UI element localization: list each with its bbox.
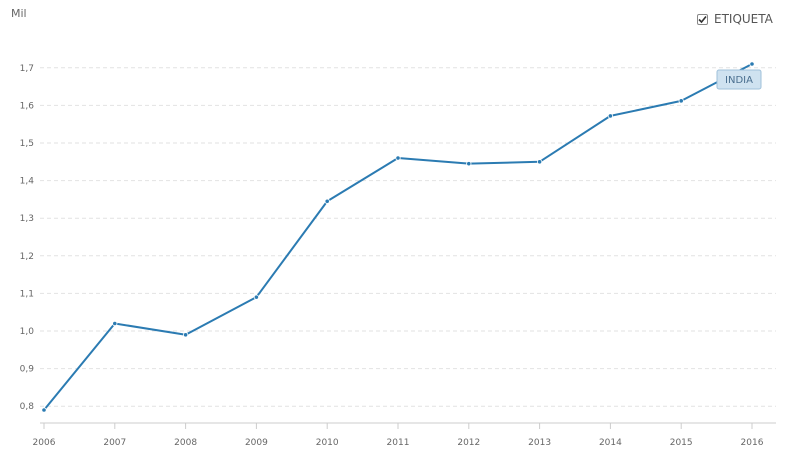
y-tick-label: 1,4 (20, 177, 35, 187)
data-point (112, 320, 118, 327)
y-tick-label: 1,3 (20, 214, 34, 224)
data-point (183, 332, 189, 338)
data-point (536, 159, 543, 165)
y-tick-label: 1,6 (20, 101, 35, 111)
data-point (749, 61, 755, 67)
data-point (324, 198, 330, 204)
x-tick-label: 2008 (174, 438, 197, 448)
y-tick-label: 1,1 (20, 289, 34, 299)
y-tick-label: 0,8 (20, 402, 35, 412)
x-tick-label: 2009 (245, 438, 268, 448)
data-point (395, 155, 401, 161)
y-tick-label: 0,9 (20, 365, 35, 375)
y-tick-label: 1,0 (20, 327, 35, 337)
x-tick-label: 2012 (457, 438, 480, 448)
y-unit-label: Mil (11, 7, 27, 20)
series-label-badge (716, 69, 762, 90)
x-tick-label: 2011 (387, 438, 410, 448)
data-point (253, 294, 259, 300)
data-point (41, 407, 47, 413)
series-line (43, 63, 753, 411)
x-tick-label: 2016 (741, 438, 764, 448)
x-tick-label: 2015 (670, 438, 693, 448)
y-tick-label: 1,2 (20, 252, 34, 262)
x-tick-label: 2013 (528, 438, 551, 448)
data-point (678, 98, 684, 104)
x-tick-label: 2010 (316, 438, 339, 448)
y-tick-label: 1,7 (20, 64, 34, 74)
checkbox-checked-icon[interactable] (697, 13, 708, 25)
label-toggle[interactable]: ETIQUETA (697, 12, 773, 26)
x-tick-label: 2014 (599, 438, 622, 448)
label-toggle-text: ETIQUETA (714, 12, 773, 26)
data-point (607, 113, 614, 119)
x-tick-label: 2007 (103, 438, 126, 448)
data-point (466, 161, 472, 167)
x-tick-label: 2006 (33, 438, 56, 448)
y-tick-label: 1,5 (20, 139, 34, 149)
series-label: INDIA (725, 75, 753, 86)
